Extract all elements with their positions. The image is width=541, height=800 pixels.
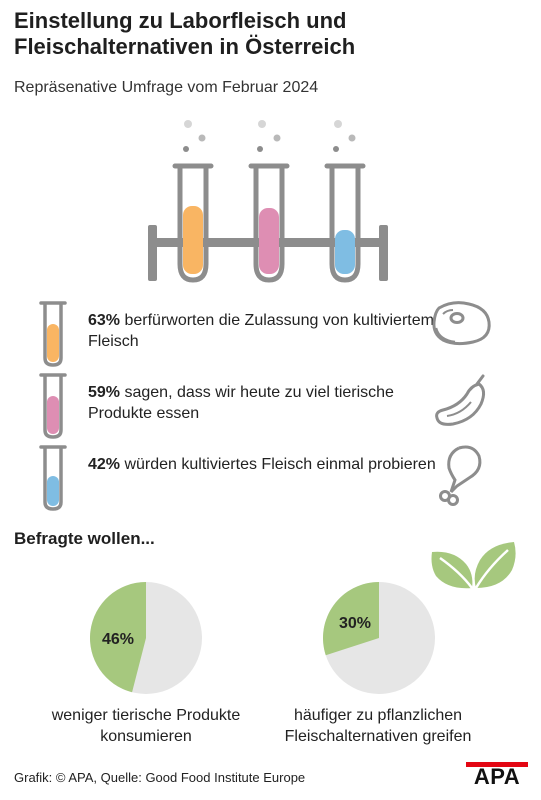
leaf-icon [431,542,516,589]
tube-orange [172,163,214,283]
pie-value-label: 46% [102,631,134,648]
stat-row: 42% würden kultiviertes Fleisch einmal p… [36,442,516,511]
pie-chart: 30% [323,582,435,694]
stat-description: berfürworten die Zulassung von kultivier… [88,312,434,350]
test-tube-orange-icon [39,301,67,367]
test-tube-blue-icon [39,445,67,511]
stat-text: 42% würden kultiviertes Fleisch einmal p… [88,454,448,475]
pie-slice [89,582,146,693]
pie-caption: weniger tierische Produkte konsumieren [51,707,241,745]
test-tube-rack-illustration [148,120,388,283]
page-title: Einstellung zu Laborfleisch und Fleischa… [14,8,356,59]
chicken-leg-icon [439,445,482,506]
pie-value-label: 30% [339,615,371,632]
logo-bar [466,762,528,767]
stat-description: würden kultiviertes Fleisch einmal probi… [120,456,436,473]
steak-icon [432,301,491,346]
footer-source: Grafik: © APA, Quelle: Good Food Institu… [14,770,306,785]
tube-blue [324,163,366,283]
stat-description: sagen, dass wir heute zu viel tierische … [88,384,394,422]
stat-row: 59% sagen, dass wir heute zu viel tieris… [36,370,516,439]
logo-text: APA [473,764,521,789]
pie-slice [323,582,379,656]
stat-text: 63% berfürworten die Zulassung von kulti… [88,310,448,352]
stat-value: 42% [88,456,121,473]
apa-logo: APA [466,760,528,789]
stat-value: 63% [88,312,121,329]
pie-chart: 46% [89,582,202,694]
stat-text: 59% sagen, dass wir heute zu viel tieris… [88,382,448,424]
sausage-icon [435,374,486,426]
section-title: Befragte wollen... [14,529,155,548]
tube-pink [248,163,290,283]
test-tube-pink-icon [39,373,67,439]
bubbles-icon [183,120,356,152]
page-subtitle: Repräsenative Umfrage vom Februar 2024 [14,79,319,96]
stat-row: 63% berfürworten die Zulassung von kulti… [36,298,516,367]
stat-value: 59% [88,384,121,401]
pie-caption: häufiger zu pflanzlichen Fleischalternat… [284,707,472,745]
